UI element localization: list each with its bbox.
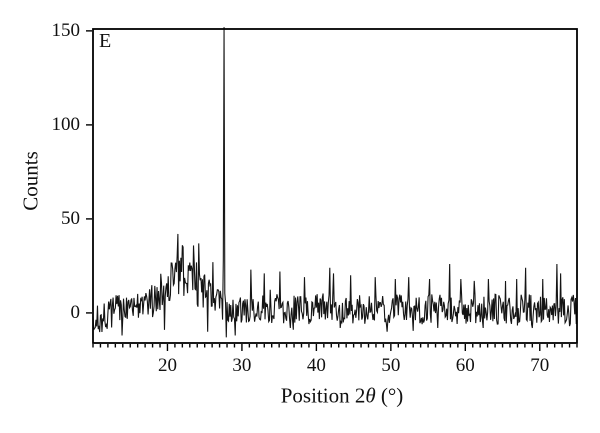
y-tick-label: 0: [70, 302, 81, 324]
axis-ticks: [86, 30, 578, 351]
y-tick-label: 150: [51, 20, 81, 42]
x-axis-title-theta: θ: [365, 383, 376, 408]
x-tick-label: 70: [530, 355, 550, 376]
x-axis-title-unit: (°): [375, 383, 404, 408]
plot-border: [92, 28, 578, 344]
x-tick-label: 60: [455, 355, 475, 376]
x-axis-title: Position 2θ (°): [281, 384, 404, 409]
x-tick-label: 40: [306, 355, 326, 376]
y-axis-title: Counts: [18, 151, 43, 211]
x-axis-title-text: Position 2: [280, 383, 366, 408]
x-tick-label: 20: [157, 355, 177, 376]
xrd-trace: [92, 27, 578, 338]
x-tick-label: 50: [381, 355, 401, 376]
y-tick-label: 50: [61, 208, 80, 230]
panel-label: E: [99, 30, 112, 52]
y-tick-label: 100: [51, 114, 81, 136]
x-tick-label: 30: [232, 355, 252, 376]
